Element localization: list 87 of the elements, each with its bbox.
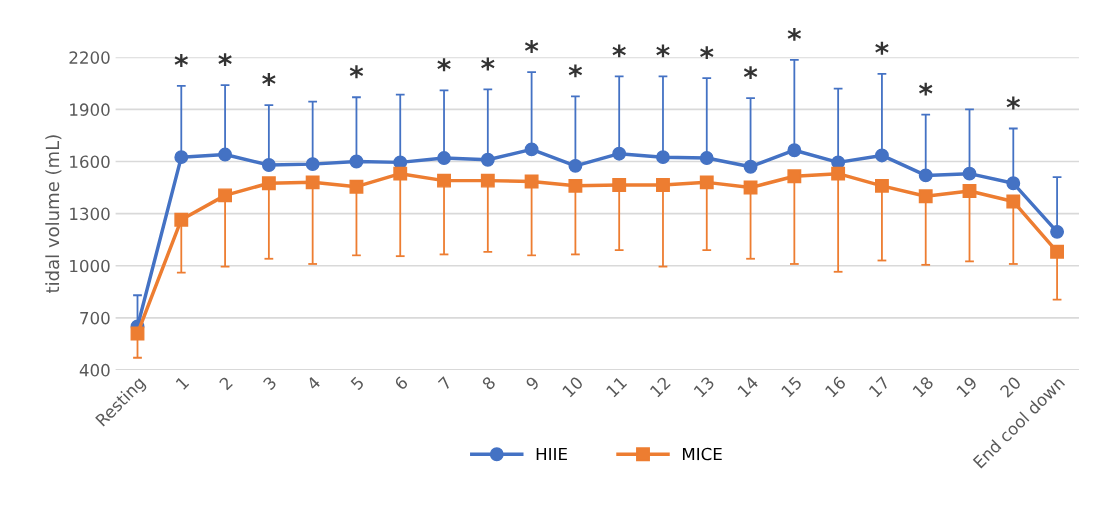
x-tick-label: 11 (605, 376, 628, 398)
point (699, 175, 714, 190)
x-tick-label: 5 (350, 376, 365, 391)
point (831, 166, 846, 181)
point (349, 179, 364, 194)
point (787, 143, 802, 158)
point (612, 146, 627, 161)
annotation: * (481, 57, 495, 71)
point (305, 175, 320, 190)
annotation: * (262, 73, 276, 87)
annotation: * (875, 41, 889, 55)
point (743, 159, 758, 174)
annotation: * (743, 66, 758, 80)
point (218, 188, 233, 203)
annotation: * (612, 44, 626, 58)
y-tick-label: 700 (80, 311, 110, 325)
x-tick-label: 1 (175, 376, 190, 390)
y-tick-label: 1300 (70, 207, 110, 221)
point (437, 173, 451, 188)
point (480, 173, 495, 188)
annotation: * (787, 27, 802, 41)
x-tick-label: 4 (306, 375, 321, 391)
y-tick-label: 1600 (70, 155, 110, 169)
point (393, 166, 408, 181)
point (568, 178, 583, 193)
point (962, 166, 977, 181)
point (612, 178, 627, 192)
x-tick-label: 12 (649, 376, 671, 398)
point (130, 326, 145, 341)
x-tick-label: 7 (437, 376, 452, 391)
point (218, 147, 233, 162)
point (656, 178, 670, 192)
annotation: * (919, 82, 933, 96)
point (787, 169, 802, 184)
x-tick-label: 19 (956, 375, 978, 398)
point (1050, 224, 1065, 239)
point (349, 154, 364, 169)
annotation: * (349, 65, 364, 79)
x-tick-label: 13 (693, 375, 715, 398)
legend-label: HIIE (536, 447, 567, 461)
x-tick-label: 15 (781, 376, 803, 398)
annotation: * (218, 53, 232, 67)
point (918, 168, 933, 183)
point (699, 151, 714, 165)
x-tick-label: 2 (218, 376, 233, 391)
annotation: * (700, 46, 714, 60)
x-tick-label: 8 (481, 375, 497, 391)
x-tick-label: 20 (999, 375, 1022, 399)
y-tick-label: 400 (79, 363, 110, 377)
x-tick-label: 3 (262, 375, 278, 391)
x-tick-label: 9 (525, 375, 540, 391)
annotation: * (1006, 96, 1020, 110)
annotation: * (656, 44, 670, 58)
point (743, 180, 758, 195)
point (261, 176, 276, 191)
point (1050, 244, 1065, 259)
x-tick-label: 10 (561, 375, 584, 398)
point (568, 158, 583, 173)
point (524, 142, 539, 157)
annotation: * (437, 58, 451, 72)
x-tick-label: 6 (393, 375, 409, 391)
x-tick-label: 18 (912, 375, 935, 398)
x-tick-label: 16 (824, 375, 847, 398)
y-tick-label: 1000 (70, 259, 110, 273)
x-tick-label: 14 (737, 375, 759, 398)
point (305, 157, 320, 172)
legend-label: MICE (682, 447, 722, 461)
annotation: * (174, 54, 188, 67)
point (874, 178, 889, 193)
point (174, 150, 189, 165)
y-axis-title: tidal volume (mL) (45, 135, 62, 293)
point (874, 148, 889, 163)
point (656, 150, 670, 165)
y-tick-label: 1900 (70, 103, 110, 116)
point (174, 212, 189, 227)
annotation: * (524, 40, 539, 54)
x-tick-label: 17 (868, 376, 890, 398)
point (480, 152, 495, 167)
annotation: * (568, 64, 583, 78)
point (1006, 176, 1021, 191)
point (918, 189, 933, 204)
point (261, 158, 276, 172)
point (524, 174, 539, 189)
y-tick-label: 2200 (69, 51, 110, 64)
point (437, 151, 451, 165)
point (1006, 194, 1021, 209)
point (962, 184, 977, 198)
